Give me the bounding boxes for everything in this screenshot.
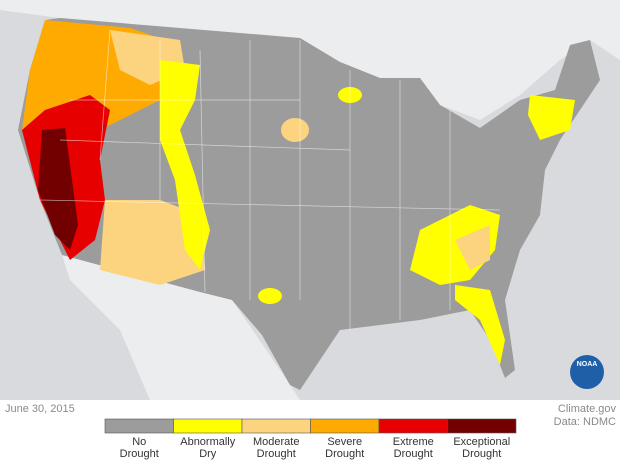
drought-area-southeast-moderate <box>455 225 490 270</box>
legend-label: Drought <box>257 448 296 460</box>
legend-label: Dry <box>199 448 217 460</box>
legend: NoDroughtAbnormallyDryModerateDroughtSev… <box>104 418 517 460</box>
legend-label: Moderate <box>253 436 299 448</box>
drought-area-exceptional <box>38 128 78 250</box>
noaa-logo: NOAA <box>570 355 604 389</box>
legend-swatch <box>378 418 448 434</box>
drought-area-dakota <box>281 118 309 142</box>
legend-label: Exceptional <box>453 436 510 448</box>
legend-swatch <box>447 418 517 434</box>
drought-areas <box>22 20 575 365</box>
legend-label: Abnormally <box>180 436 236 448</box>
state-borders <box>39 29 501 330</box>
legend-label: Severe <box>327 436 362 448</box>
legend-label: Drought <box>394 448 433 460</box>
date: June 30, 2015 <box>5 403 75 415</box>
drought-area-northeast <box>528 95 575 140</box>
legend-label: Drought <box>462 448 501 460</box>
logo-text: NOAA <box>577 361 598 368</box>
drought-area-southwest <box>100 200 205 285</box>
legend-label: Extreme <box>393 436 434 448</box>
legend-swatch <box>173 418 243 434</box>
legend-swatch <box>310 418 380 434</box>
legend-label: Drought <box>120 448 159 460</box>
canada <box>0 0 620 120</box>
legend-swatch <box>104 418 174 434</box>
mexico <box>62 255 300 400</box>
drought-area-florida <box>455 285 505 365</box>
logo-circle <box>570 355 604 389</box>
credit-source: Climate.gov <box>558 403 617 415</box>
drought-area-rockies <box>160 60 210 270</box>
legend-label: No <box>132 436 146 448</box>
legend-swatch <box>241 418 311 434</box>
drought-area-texas <box>258 288 282 304</box>
credit-data: Data: NDMC <box>554 416 616 428</box>
legend-label: Drought <box>325 448 364 460</box>
